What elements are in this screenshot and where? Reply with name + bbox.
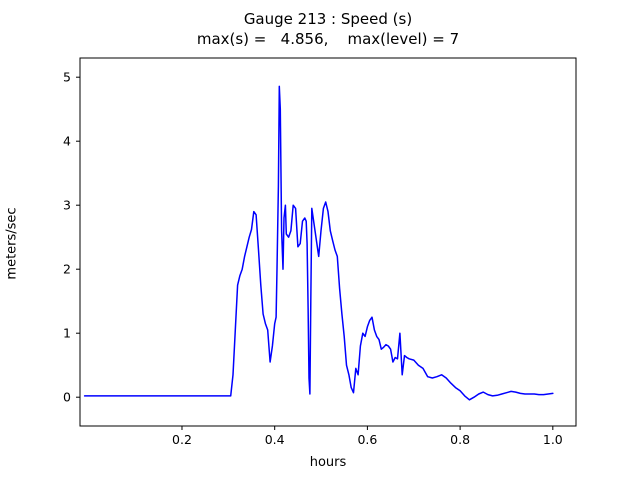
speed-line bbox=[83, 85, 554, 401]
axes-frame bbox=[79, 57, 577, 427]
x-tick-label: 0.4 bbox=[265, 432, 285, 447]
y-tick-label: 3 bbox=[63, 198, 71, 213]
y-tick-label: 4 bbox=[63, 134, 71, 149]
y-axis-label: meters/sec bbox=[4, 207, 20, 280]
chart-subtitle: max(s) = 4.856, max(level) = 7 bbox=[196, 30, 460, 48]
y-tick-label: 2 bbox=[63, 262, 71, 277]
y-tick-label: 0 bbox=[63, 390, 71, 405]
x-tick-label: 0.8 bbox=[450, 432, 470, 447]
x-tick-label: 0.2 bbox=[172, 432, 192, 447]
y-tick-label: 1 bbox=[63, 326, 71, 341]
y-tick-label: 5 bbox=[63, 70, 71, 85]
chart-title: Gauge 213 : Speed (s) bbox=[243, 10, 413, 28]
x-tick-label: 0.6 bbox=[357, 432, 377, 447]
x-tick-label: 1.0 bbox=[543, 432, 563, 447]
x-axis-label: hours bbox=[309, 455, 347, 470]
